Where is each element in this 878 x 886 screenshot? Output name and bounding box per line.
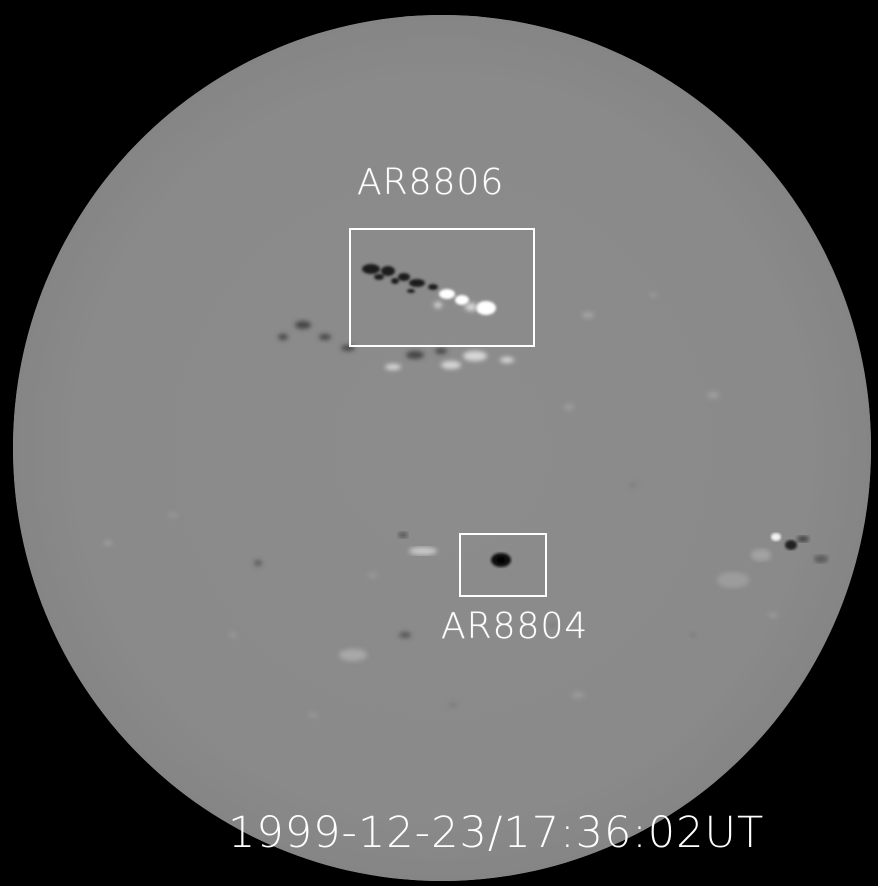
- solar-disk: [13, 15, 871, 881]
- ar8806-label: AR8806: [357, 162, 505, 203]
- quiet-sun-network: [104, 293, 778, 717]
- limb-activity: [717, 533, 828, 588]
- magnetic-field-texture: [13, 15, 871, 881]
- ar8804-flux: [398, 532, 511, 567]
- ar8804-label: AR8804: [441, 606, 589, 647]
- observation-timestamp: 1999-12-23/17:36:02UT: [228, 808, 765, 858]
- ar8804-region-box: [459, 533, 547, 597]
- ar8806-flux: [278, 264, 514, 370]
- ar8806-region-box: [349, 228, 535, 347]
